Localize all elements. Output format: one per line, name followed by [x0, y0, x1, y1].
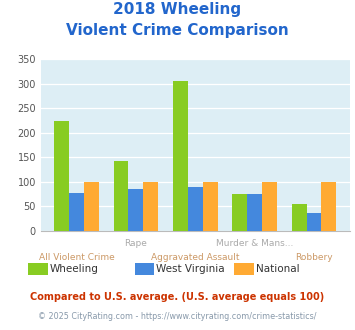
- Text: All Violent Crime: All Violent Crime: [39, 253, 114, 262]
- Bar: [262, 182, 277, 231]
- Text: Rape: Rape: [124, 239, 147, 248]
- Bar: [54, 121, 69, 231]
- Bar: [143, 182, 158, 231]
- Bar: [114, 161, 129, 231]
- Bar: [233, 194, 247, 231]
- Text: Aggravated Assault: Aggravated Assault: [151, 253, 240, 262]
- Text: Compared to U.S. average. (U.S. average equals 100): Compared to U.S. average. (U.S. average …: [31, 292, 324, 302]
- Bar: [322, 182, 336, 231]
- Text: West Virginia: West Virginia: [156, 264, 225, 274]
- Bar: [247, 194, 262, 231]
- Bar: [173, 82, 188, 231]
- Bar: [84, 182, 99, 231]
- Text: Wheeling: Wheeling: [50, 264, 99, 274]
- Bar: [188, 187, 203, 231]
- Text: 2018 Wheeling: 2018 Wheeling: [114, 2, 241, 16]
- Bar: [292, 204, 307, 231]
- Text: Murder & Mans...: Murder & Mans...: [216, 239, 293, 248]
- Text: Robbery: Robbery: [295, 253, 333, 262]
- Bar: [69, 193, 84, 231]
- Text: National: National: [256, 264, 299, 274]
- Bar: [129, 189, 143, 231]
- Text: © 2025 CityRating.com - https://www.cityrating.com/crime-statistics/: © 2025 CityRating.com - https://www.city…: [38, 312, 317, 321]
- Bar: [307, 213, 322, 231]
- Text: Violent Crime Comparison: Violent Crime Comparison: [66, 23, 289, 38]
- Bar: [203, 182, 218, 231]
